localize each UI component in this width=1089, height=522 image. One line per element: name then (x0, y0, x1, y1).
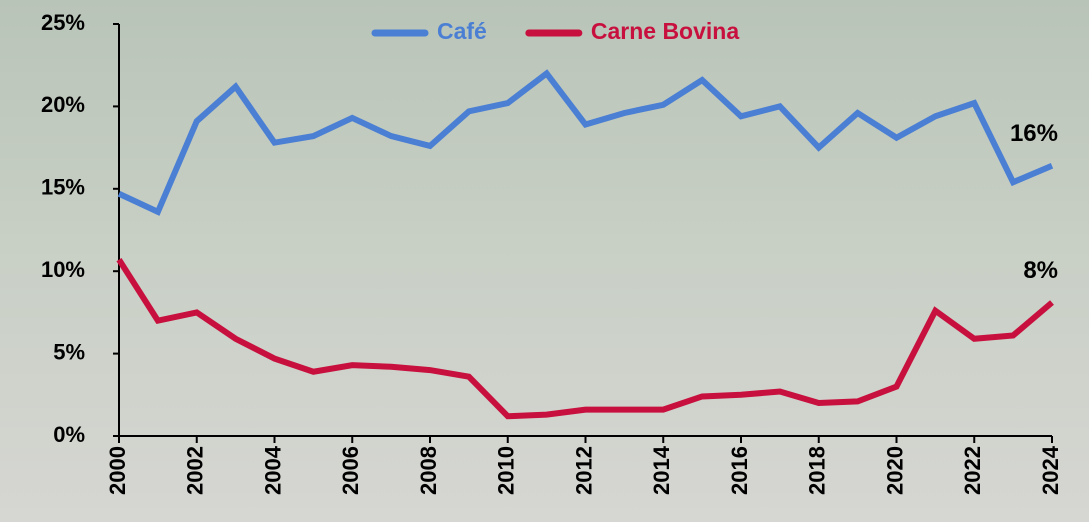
y-tick-label: 25% (41, 10, 85, 35)
y-tick-label: 15% (41, 175, 85, 200)
x-tick-label: 2008 (416, 446, 441, 495)
x-tick-label: 2010 (494, 446, 519, 495)
value-label: 8% (1023, 257, 1058, 284)
legend-label: Carne Bovina (591, 18, 739, 44)
x-tick-label: 2012 (571, 446, 596, 495)
y-tick-label: 0% (53, 422, 85, 447)
x-tick-label: 2006 (338, 446, 363, 495)
y-tick-label: 10% (41, 257, 85, 282)
legend: Café Carne Bovina (371, 18, 739, 44)
x-tick-label: 2016 (727, 446, 752, 495)
series-line (117, 69, 1054, 216)
x-tick-label: 2020 (882, 446, 907, 495)
x-tick-label: 2000 (105, 446, 130, 495)
x-tick-label: 2004 (260, 445, 285, 495)
x-tick-label: 2014 (649, 445, 674, 495)
y-tick-label: 5% (53, 339, 85, 364)
x-tick-label: 2024 (1038, 445, 1063, 495)
x-tick-label: 2018 (805, 446, 830, 495)
x-tick-label: 2022 (960, 446, 985, 495)
legend-label: Café (437, 18, 487, 44)
y-tick-label: 20% (41, 92, 85, 117)
x-tick-label: 2002 (183, 446, 208, 495)
value-label: 16% (1010, 120, 1058, 147)
series-line (116, 258, 1054, 420)
